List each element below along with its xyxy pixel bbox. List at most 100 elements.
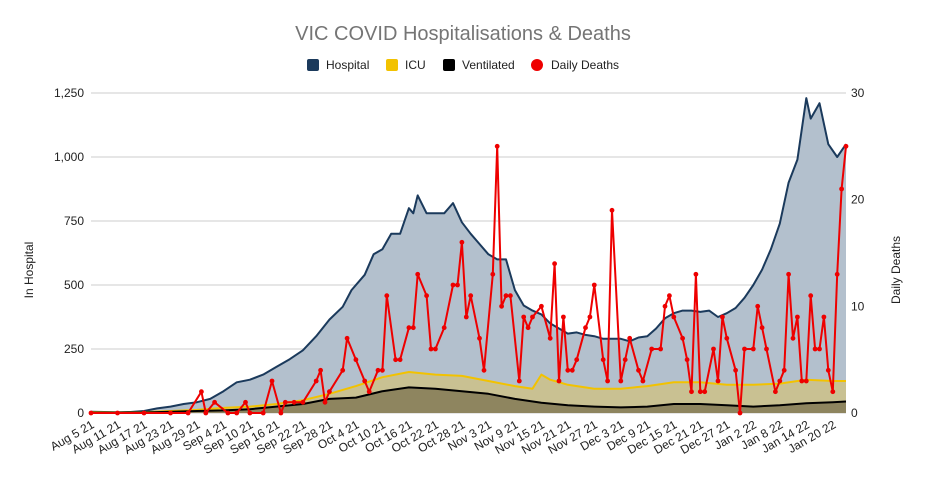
daily-deaths-point [393,357,398,363]
daily-deaths-point [477,335,482,341]
legend-marker [531,59,543,71]
daily-deaths-point [764,346,769,352]
daily-deaths-point [115,410,120,416]
daily-deaths-point [539,303,544,309]
daily-deaths-point [812,346,818,352]
legend-label: Ventilated [462,58,515,72]
y2-tick-label: 10 [851,299,865,313]
daily-deaths-point [755,303,761,309]
daily-deaths-point [459,239,465,245]
daily-deaths-point [808,293,814,299]
daily-deaths-point [88,410,94,416]
daily-deaths-point [609,207,615,213]
daily-deaths-point [269,378,275,384]
y2-axis-label: Daily Deaths [889,236,903,304]
icu-line [90,371,846,414]
legend-label: Daily Deaths [551,58,619,72]
daily-deaths-point [318,367,323,373]
right-axis-ticks: 0 10 20 30 [851,86,865,420]
y-tick-label: 1,250 [54,86,84,100]
daily-deaths-point [481,367,487,373]
daily-deaths-point [569,367,575,373]
daily-deaths-point [525,325,531,331]
daily-deaths-point [750,346,756,352]
daily-deaths-point [715,378,721,384]
daily-deaths-point [282,399,288,405]
daily-deaths-point [737,410,743,416]
daily-deaths-point [168,410,173,416]
legend-marker [443,59,455,71]
daily-deaths-point [353,357,359,363]
daily-deaths-point [702,389,708,395]
daily-deaths-point [503,293,509,299]
daily-deaths-point [773,389,778,395]
chart-title: VIC COVID Hospitalisations & Deaths [295,23,631,45]
daily-deaths-point [366,389,372,395]
daily-deaths-point [742,346,747,352]
daily-deaths-point [260,410,266,416]
daily-deaths-point [803,378,809,384]
daily-deaths-point [622,357,628,363]
daily-deaths-point [322,399,328,405]
daily-deaths-point [327,389,332,395]
y-axis-label: In Hospital [22,242,36,299]
daily-deaths-point [627,335,633,341]
daily-deaths-point [583,325,588,331]
daily-deaths-point [450,282,456,288]
daily-deaths-point [499,303,504,309]
daily-deaths-point [680,335,685,341]
daily-deaths-point [600,357,606,363]
legend-marker [307,59,319,71]
daily-deaths-point [733,367,738,373]
legend: Hospital ICU Ventilated Daily Deaths [307,58,619,72]
daily-deaths-point [693,271,699,277]
daily-deaths-point [830,389,836,395]
daily-deaths-point [556,378,562,384]
daily-deaths-point [530,314,535,320]
daily-deaths-point [790,335,796,341]
daily-deaths-point [384,293,390,299]
daily-deaths-point [243,399,248,405]
y2-tick-label: 20 [851,193,865,207]
daily-deaths-point [834,271,840,277]
daily-deaths-point [340,367,346,373]
daily-deaths-point [380,367,385,373]
daily-deaths-point [291,399,297,405]
daily-deaths-point [415,271,421,277]
daily-deaths-point [428,346,434,352]
daily-deaths-point [658,346,663,352]
daily-deaths-point [618,378,624,384]
daily-deaths-point [212,399,218,405]
daily-deaths-point [185,410,191,416]
daily-deaths-point [605,378,610,384]
daily-deaths-point [671,314,677,320]
daily-deaths-point [344,335,350,341]
area-series [90,97,847,414]
daily-deaths-point [406,325,412,331]
daily-deaths-point [587,314,593,320]
daily-deaths-point [817,346,822,352]
daily-deaths-point [636,367,641,373]
hospital-line [90,97,847,414]
daily-deaths-point [441,325,447,331]
daily-deaths-point [508,293,513,299]
daily-deaths-point [494,143,500,149]
daily-deaths-point [640,378,646,384]
daily-deaths-point [697,389,703,395]
daily-deaths-point [662,303,668,309]
daily-deaths-point [141,410,147,416]
daily-deaths-series [88,143,849,416]
daily-deaths-point [300,399,306,405]
daily-deaths-point [724,335,730,341]
daily-deaths-point [375,367,381,373]
hospital-area [91,98,846,413]
daily-deaths-point [781,367,787,373]
daily-deaths-point [490,271,496,277]
daily-deaths-point [397,357,403,363]
daily-deaths-point [786,271,791,277]
daily-deaths-point [234,410,240,416]
y2-tick-label: 0 [851,406,858,420]
daily-deaths-point [777,378,783,384]
